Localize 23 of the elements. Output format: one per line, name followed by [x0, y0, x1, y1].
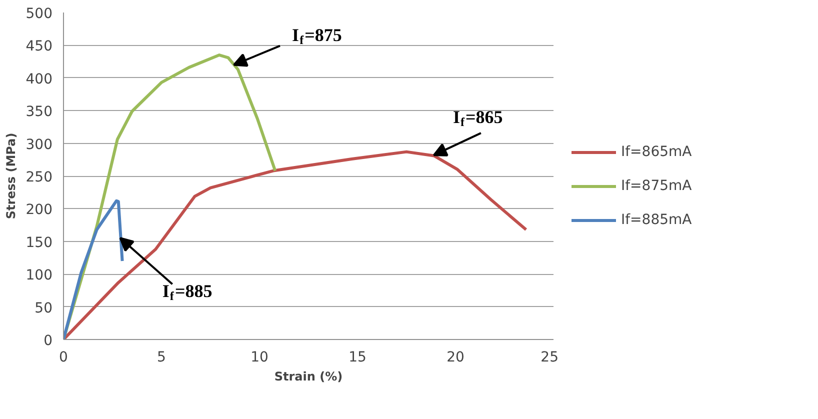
- y-tick-label: 250: [26, 170, 53, 186]
- y-tick-label: 450: [26, 38, 53, 55]
- x-tick-label: 5: [157, 350, 166, 366]
- x-tick-label: 15: [348, 350, 366, 366]
- y-axis-title: Stress (MPa): [4, 132, 18, 220]
- y-tick-label: 150: [26, 234, 53, 251]
- legend-label: If=885mA: [621, 212, 692, 228]
- y-tick-label: 100: [26, 268, 53, 284]
- x-tick-label: 10: [250, 350, 268, 366]
- legend-label: If=875mA: [621, 178, 692, 194]
- line-series: [64, 199, 124, 340]
- y-tick-label: 500: [26, 6, 53, 22]
- y-tick-label: 200: [26, 202, 53, 218]
- y-tick-label: 400: [26, 71, 53, 88]
- y-tick-label: 300: [26, 136, 53, 153]
- x-tick-label: 20: [446, 350, 464, 366]
- y-tick-label: 50: [34, 300, 53, 316]
- legend-label: If=865mA: [621, 144, 692, 160]
- x-axis-title: Strain (%): [274, 370, 343, 384]
- x-tick-label: 25: [540, 350, 559, 366]
- x-tick-label: 0: [59, 350, 68, 366]
- y-tick-label: 0: [44, 333, 53, 349]
- y-tick-label: 350: [26, 104, 53, 120]
